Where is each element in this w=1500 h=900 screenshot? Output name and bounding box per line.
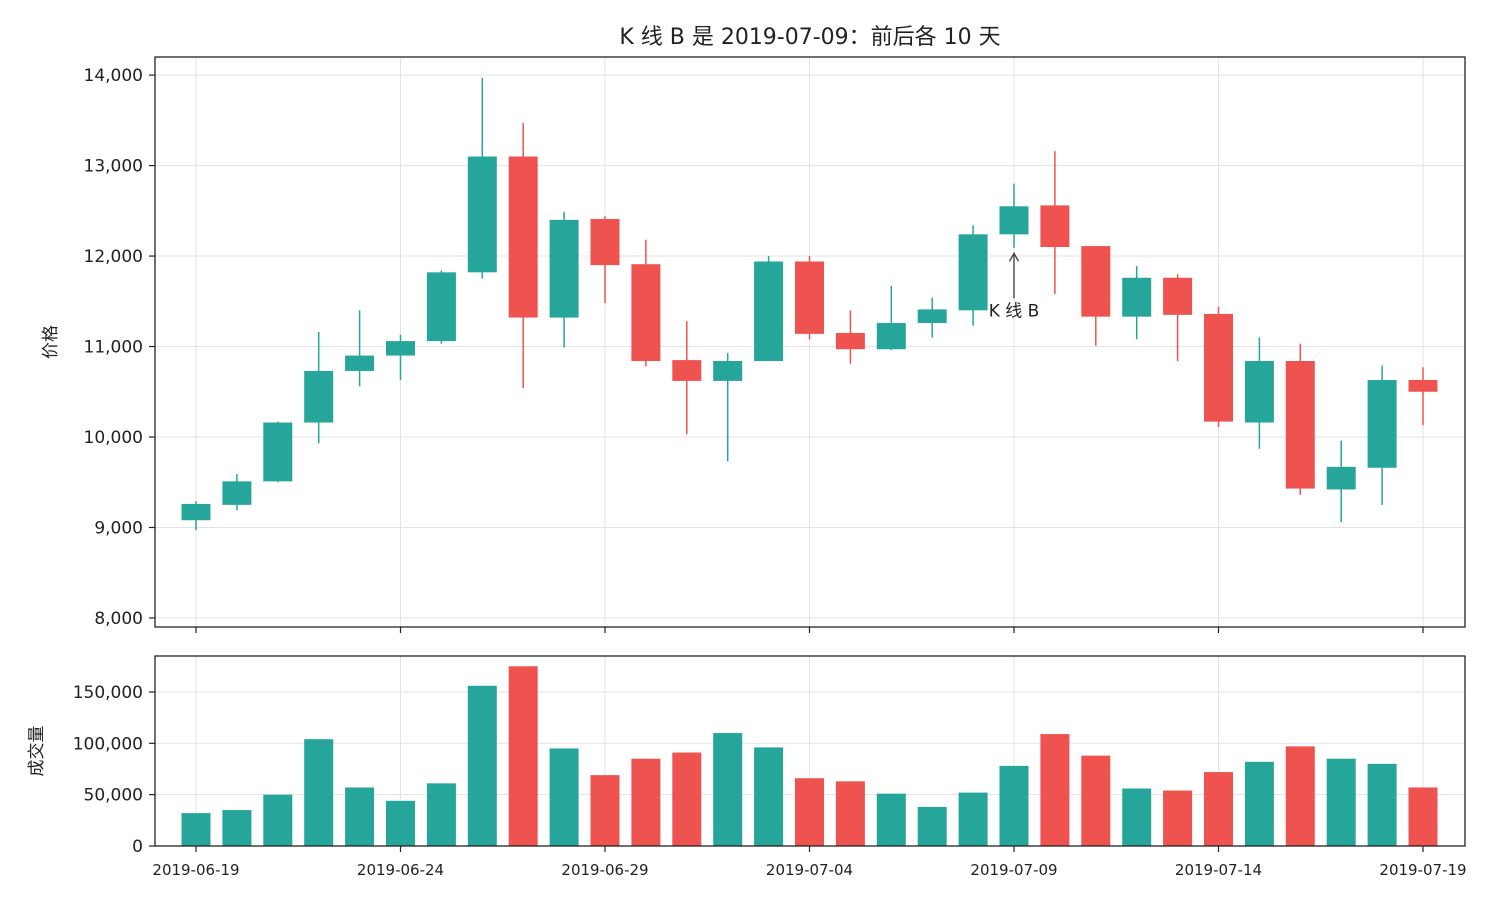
volume-bar	[958, 792, 988, 846]
candle-body	[1244, 361, 1274, 423]
volume-bar	[426, 783, 456, 846]
annotation: K 线 B	[989, 251, 1040, 321]
price-tick-label: 13,000	[84, 157, 143, 177]
volume-bar	[1040, 734, 1070, 846]
volume-bar	[1122, 788, 1152, 846]
volume-bar	[508, 666, 538, 846]
candle-body	[672, 360, 702, 381]
price-tick-label: 12,000	[84, 247, 143, 267]
candle-body	[590, 218, 620, 266]
price-tick-label: 10,000	[84, 428, 143, 448]
candle-body	[1163, 277, 1193, 315]
volume-bar	[917, 806, 947, 846]
candle-body	[835, 332, 865, 350]
candle-body	[426, 272, 456, 342]
volume-bar	[1367, 763, 1397, 846]
candle-body	[999, 206, 1029, 235]
volume-tick-label: 0	[132, 837, 143, 857]
candle-body	[1326, 466, 1356, 490]
price-grid	[155, 57, 1465, 627]
x-tick-label: 2019-07-14	[1175, 861, 1262, 879]
candle-body	[754, 261, 784, 361]
price-tick-label: 8,000	[94, 609, 143, 629]
candle-body	[1122, 277, 1152, 317]
candle-body	[713, 361, 743, 381]
volume-tick-label: 150,000	[73, 683, 143, 703]
price-tick-label: 14,000	[84, 66, 143, 86]
candle-body	[631, 264, 661, 361]
volume-bar	[1204, 772, 1233, 846]
volume-bar	[222, 810, 252, 846]
volume-bar	[1081, 755, 1111, 846]
candle-body	[795, 261, 824, 334]
candle-body	[1081, 246, 1111, 317]
chart-title: K 线 B 是 2019-07-09：前后各 10 天	[619, 25, 1000, 50]
candle-body	[345, 355, 375, 371]
candle-body	[304, 370, 334, 423]
volume-bar	[1163, 790, 1193, 846]
volume-bar	[467, 685, 497, 846]
candle-body	[263, 422, 293, 482]
x-tick-label: 2019-07-09	[970, 861, 1057, 879]
volume-bar	[304, 739, 334, 846]
price-tick-label: 9,000	[94, 518, 143, 538]
volume-bar	[1408, 787, 1438, 846]
volume-bar	[672, 752, 702, 846]
price-candles	[181, 77, 1438, 531]
candle-body	[222, 481, 252, 505]
x-tick-label: 2019-06-19	[152, 861, 239, 879]
volume-bar	[713, 733, 743, 846]
candle-body	[1285, 361, 1315, 489]
volume-bar	[181, 813, 211, 846]
volume-bar	[263, 794, 293, 846]
price-axis-label: 价格	[41, 325, 61, 359]
x-tick-label: 2019-07-04	[766, 861, 853, 879]
volume-bar	[835, 781, 865, 846]
volume-bar	[999, 765, 1029, 846]
volume-bar	[1244, 761, 1274, 846]
candle-body	[181, 503, 211, 521]
x-tick-label: 2019-06-24	[357, 861, 444, 879]
candle-body	[876, 323, 906, 350]
candle-body	[958, 234, 988, 311]
price-tick-label: 11,000	[84, 338, 143, 358]
annotation-arrow-head	[1008, 251, 1020, 262]
volume-bars	[181, 666, 1438, 846]
candle-body	[386, 341, 415, 356]
x-tick-label: 2019-06-29	[561, 861, 648, 879]
volume-bar	[795, 778, 824, 846]
volume-bar	[876, 793, 906, 846]
candle-body	[549, 219, 579, 318]
candle-body	[1408, 380, 1438, 392]
candle-body	[508, 156, 538, 318]
volume-tick-label: 50,000	[84, 786, 143, 806]
candle-body	[467, 156, 497, 273]
volume-bar	[590, 775, 620, 846]
x-tick-label: 2019-07-19	[1379, 861, 1466, 879]
candle-body	[1040, 205, 1070, 247]
volume-tick-label: 100,000	[73, 734, 143, 754]
annotation-label: K 线 B	[989, 301, 1040, 321]
x-axis: 2019-06-19 2019-06-24 2019-06-29 2019-07-04…	[152, 627, 1467, 879]
volume-bar	[1326, 758, 1356, 846]
volume-bar	[386, 800, 415, 846]
volume-y-axis: 0 50,000 100,000 150,000	[73, 683, 155, 857]
volume-bar	[549, 748, 579, 846]
candle-body	[917, 309, 947, 323]
volume-axis-label: 成交量	[27, 726, 47, 777]
volume-bar	[1285, 746, 1315, 846]
candle-body	[1367, 380, 1397, 468]
volume-bar	[754, 747, 784, 846]
volume-bar	[345, 787, 375, 846]
candle-body	[1204, 313, 1233, 422]
volume-bar	[631, 758, 661, 846]
price-y-axis: 8,000 9,000 10,000 11,000 12,000 13,000 14,000	[84, 66, 155, 629]
